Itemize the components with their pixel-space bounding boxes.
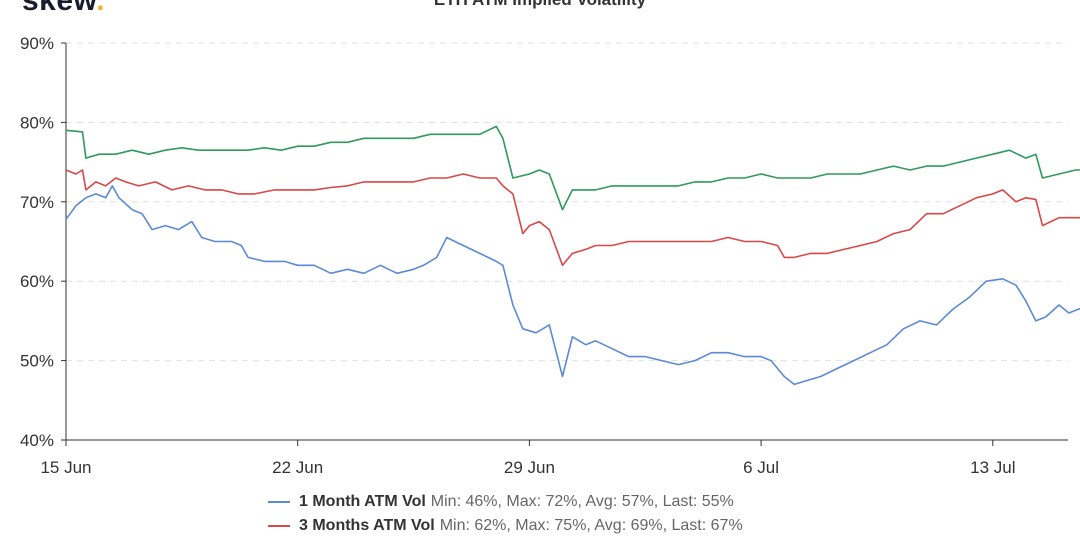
y-axis: 40% 50% 60% 70% 80% 90%: [20, 34, 67, 450]
legend-stats-3m: Min: 62%, Max: 75%, Avg: 69%, Last: 67%: [439, 517, 743, 534]
series-lines: [65, 125, 1080, 386]
series-line-1: [65, 169, 1080, 267]
x-tick-label: 13 Jul: [970, 458, 1015, 477]
x-tick-label: 6 Jul: [743, 458, 779, 477]
y-tick-label: 50%: [20, 352, 54, 371]
legend-name-1m: 1 Month ATM Vol: [299, 493, 426, 510]
brand-logo: skew.: [22, 0, 105, 18]
legend-stats-1m: Min: 46%, Max: 72%, Avg: 57%, Last: 55%: [430, 493, 734, 510]
legend-item-3m[interactable]: 3 Months ATM Vol Min: 62%, Max: 75%, Avg…: [268, 514, 743, 538]
x-axis: 15 Jun 22 Jun 29 Jun 6 Jul 13 Jul: [40, 439, 1068, 477]
legend-item-1m[interactable]: 1 Month ATM Vol Min: 46%, Max: 72%, Avg:…: [268, 490, 743, 514]
legend-swatch-3m: [268, 525, 290, 527]
x-tick-label: 22 Jun: [272, 458, 323, 477]
legend-name-3m: 3 Months ATM Vol: [299, 517, 435, 534]
x-tick-label: 15 Jun: [40, 458, 91, 477]
chart-title: ETH ATM Implied Volatility: [0, 0, 1080, 10]
legend-swatch-1m: [268, 501, 290, 503]
brand-logo-text: skew: [22, 0, 97, 17]
series-line-2: [65, 125, 1080, 211]
y-tick-label: 90%: [20, 34, 54, 53]
x-tick-label: 29 Jun: [504, 458, 555, 477]
brand-logo-dot: .: [96, 0, 106, 17]
legend: 1 Month ATM Vol Min: 46%, Max: 72%, Avg:…: [268, 490, 743, 538]
y-tick-label: 70%: [20, 193, 54, 212]
y-tick-label: 60%: [20, 272, 54, 291]
series-line-0: [65, 185, 1080, 386]
y-tick-label: 80%: [20, 113, 54, 132]
y-tick-label: 40%: [20, 431, 54, 450]
